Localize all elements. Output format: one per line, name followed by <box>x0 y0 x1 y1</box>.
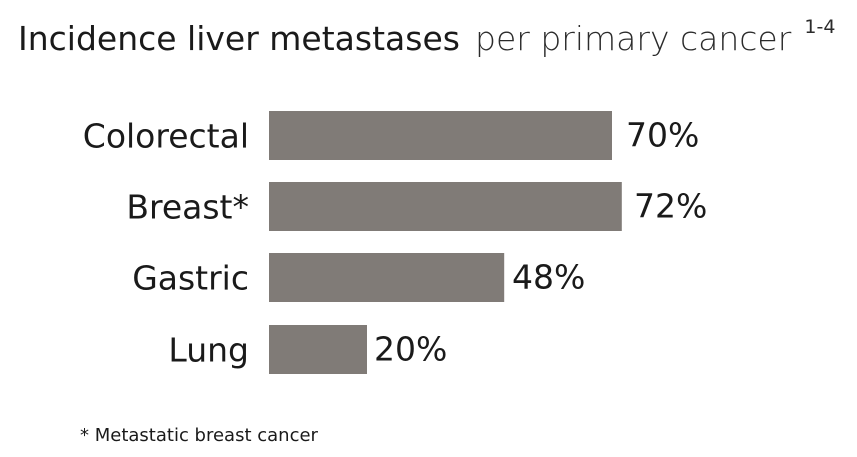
category-label-gastric: Gastric <box>132 259 249 298</box>
chart-title-superscript: 1-4 <box>804 16 835 38</box>
value-label-gastric: 48% <box>512 258 585 297</box>
bar-breast <box>269 182 622 231</box>
category-label-colorectal: Colorectal <box>83 117 249 156</box>
category-label-breast: Breast* <box>126 188 249 227</box>
chart-title-main: Incidence liver metastases <box>18 19 460 58</box>
bar-colorectal <box>269 111 612 160</box>
chart-title-rest: per primary cancer <box>475 19 792 58</box>
value-label-lung: 20% <box>374 330 447 369</box>
value-label-colorectal: 70% <box>626 116 699 155</box>
bars-group: Colorectal 70% Breast* 72% Gastric 48% Lung 20% <box>83 111 707 374</box>
bar-gastric <box>269 253 505 302</box>
footnote: * Metastatic breast cancer <box>80 425 319 446</box>
category-label-lung: Lung <box>168 331 249 370</box>
chart-title: Incidence liver metastases per primary c… <box>18 16 835 58</box>
value-label-breast: 72% <box>634 187 707 226</box>
bar-lung <box>269 325 367 374</box>
